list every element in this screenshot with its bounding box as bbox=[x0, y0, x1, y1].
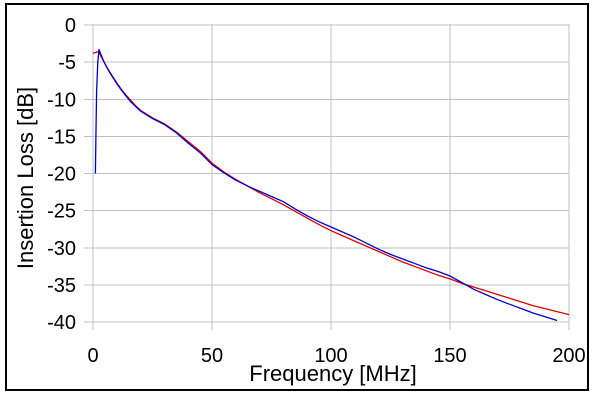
x-tick-label: 200 bbox=[552, 345, 585, 367]
series-measured-response bbox=[94, 48, 558, 322]
y-tick-label: -5 bbox=[58, 52, 76, 74]
x-tick-label: 0 bbox=[87, 345, 98, 367]
y-tick-label: -40 bbox=[47, 312, 76, 334]
y-tick-label: 0 bbox=[65, 15, 76, 37]
x-tick-label: 50 bbox=[201, 345, 223, 367]
y-tick-label: -10 bbox=[47, 89, 76, 111]
y-axis-title: Insertion Loss [dB] bbox=[13, 86, 38, 270]
y-tick-label: -25 bbox=[47, 201, 76, 223]
y-tick-label: -15 bbox=[47, 126, 76, 148]
x-tick-label: 150 bbox=[433, 345, 466, 367]
x-tick-label: 100 bbox=[314, 345, 347, 367]
x-axis-title: Frequency [MHz] bbox=[249, 361, 417, 386]
y-tick-label: -20 bbox=[47, 164, 76, 186]
y-tick-label: -35 bbox=[47, 275, 76, 297]
y-tick-label: -30 bbox=[47, 238, 76, 260]
